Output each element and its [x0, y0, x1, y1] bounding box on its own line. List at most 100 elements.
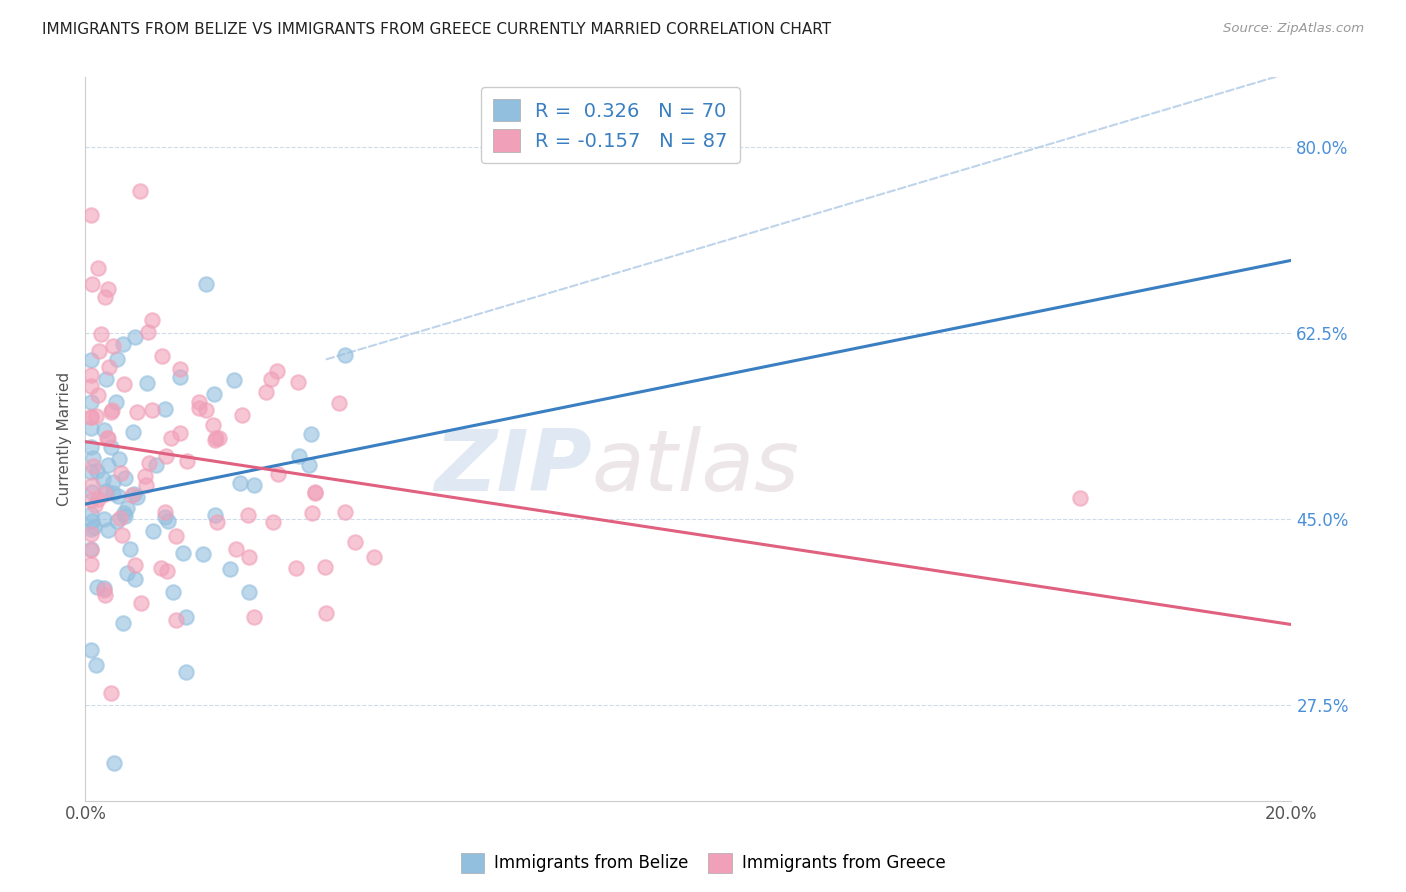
Point: [145, 458, 167, 473]
Point: [187, 401, 209, 415]
Point: [86, 581, 108, 595]
Point: [100, 685, 122, 699]
Point: [80, 484, 103, 499]
Point: [94, 372, 117, 386]
Point: [141, 312, 163, 326]
Text: Source: ZipAtlas.com: Source: ZipAtlas.com: [1223, 22, 1364, 36]
Point: [93, 423, 115, 437]
Point: [93, 512, 115, 526]
Point: [1069, 491, 1091, 505]
Point: [125, 405, 148, 419]
Point: [98, 359, 121, 374]
Point: [82, 451, 104, 466]
Point: [80, 379, 103, 393]
Point: [111, 337, 134, 351]
Point: [149, 560, 172, 574]
Point: [107, 489, 129, 503]
Point: [91, 472, 114, 486]
Point: [156, 564, 179, 578]
Point: [297, 458, 319, 473]
Point: [96, 431, 118, 445]
Legend: R =  0.326   N = 70, R = -0.157   N = 87: R = 0.326 N = 70, R = -0.157 N = 87: [481, 87, 740, 163]
Point: [86, 388, 108, 402]
Point: [304, 484, 326, 499]
Point: [142, 524, 165, 538]
Point: [101, 475, 124, 489]
Point: [111, 527, 134, 541]
Point: [174, 665, 197, 680]
Point: [100, 440, 122, 454]
Point: [80, 421, 103, 435]
Point: [238, 585, 260, 599]
Point: [136, 376, 159, 391]
Point: [165, 529, 187, 543]
Point: [285, 561, 308, 575]
Point: [80, 207, 103, 221]
Point: [105, 395, 128, 409]
Point: [112, 615, 135, 630]
Point: [165, 613, 187, 627]
Point: [124, 330, 146, 344]
Point: [94, 290, 117, 304]
Point: [288, 449, 311, 463]
Point: [138, 456, 160, 470]
Point: [205, 515, 228, 529]
Point: [105, 514, 128, 528]
Point: [97, 458, 120, 472]
Point: [304, 486, 326, 500]
Point: [136, 325, 159, 339]
Point: [80, 508, 103, 522]
Point: [101, 403, 124, 417]
Point: [204, 433, 226, 447]
Point: [80, 643, 103, 657]
Point: [101, 485, 124, 500]
Point: [152, 349, 174, 363]
Point: [87, 260, 110, 275]
Point: [225, 542, 247, 557]
Point: [129, 184, 152, 198]
Point: [187, 395, 209, 409]
Point: [254, 384, 277, 399]
Point: [118, 541, 141, 556]
Point: [80, 543, 103, 558]
Point: [87, 492, 110, 507]
Point: [97, 281, 120, 295]
Point: [208, 431, 231, 445]
Point: [153, 510, 176, 524]
Legend: Immigrants from Belize, Immigrants from Greece: Immigrants from Belize, Immigrants from …: [454, 847, 952, 880]
Point: [260, 372, 283, 386]
Point: [299, 426, 322, 441]
Point: [333, 505, 356, 519]
Point: [125, 490, 148, 504]
Point: [124, 572, 146, 586]
Point: [301, 506, 323, 520]
Point: [267, 467, 290, 481]
Point: [176, 454, 198, 468]
Point: [115, 501, 138, 516]
Point: [82, 514, 104, 528]
Point: [80, 493, 103, 508]
Point: [195, 277, 218, 292]
Point: [228, 476, 250, 491]
Point: [238, 550, 260, 565]
Point: [219, 562, 242, 576]
Point: [169, 426, 191, 441]
Point: [103, 756, 125, 771]
Point: [97, 431, 120, 445]
Point: [169, 361, 191, 376]
Point: [114, 471, 136, 485]
Point: [231, 408, 253, 422]
Point: [262, 516, 284, 530]
Point: [93, 583, 115, 598]
Point: [80, 410, 103, 425]
Point: [80, 557, 103, 571]
Point: [135, 478, 157, 492]
Point: [121, 425, 143, 440]
Point: [80, 522, 103, 536]
Point: [343, 535, 366, 549]
Point: [83, 520, 105, 534]
Point: [114, 377, 136, 392]
Point: [205, 431, 228, 445]
Point: [105, 351, 128, 366]
Point: [82, 458, 104, 473]
